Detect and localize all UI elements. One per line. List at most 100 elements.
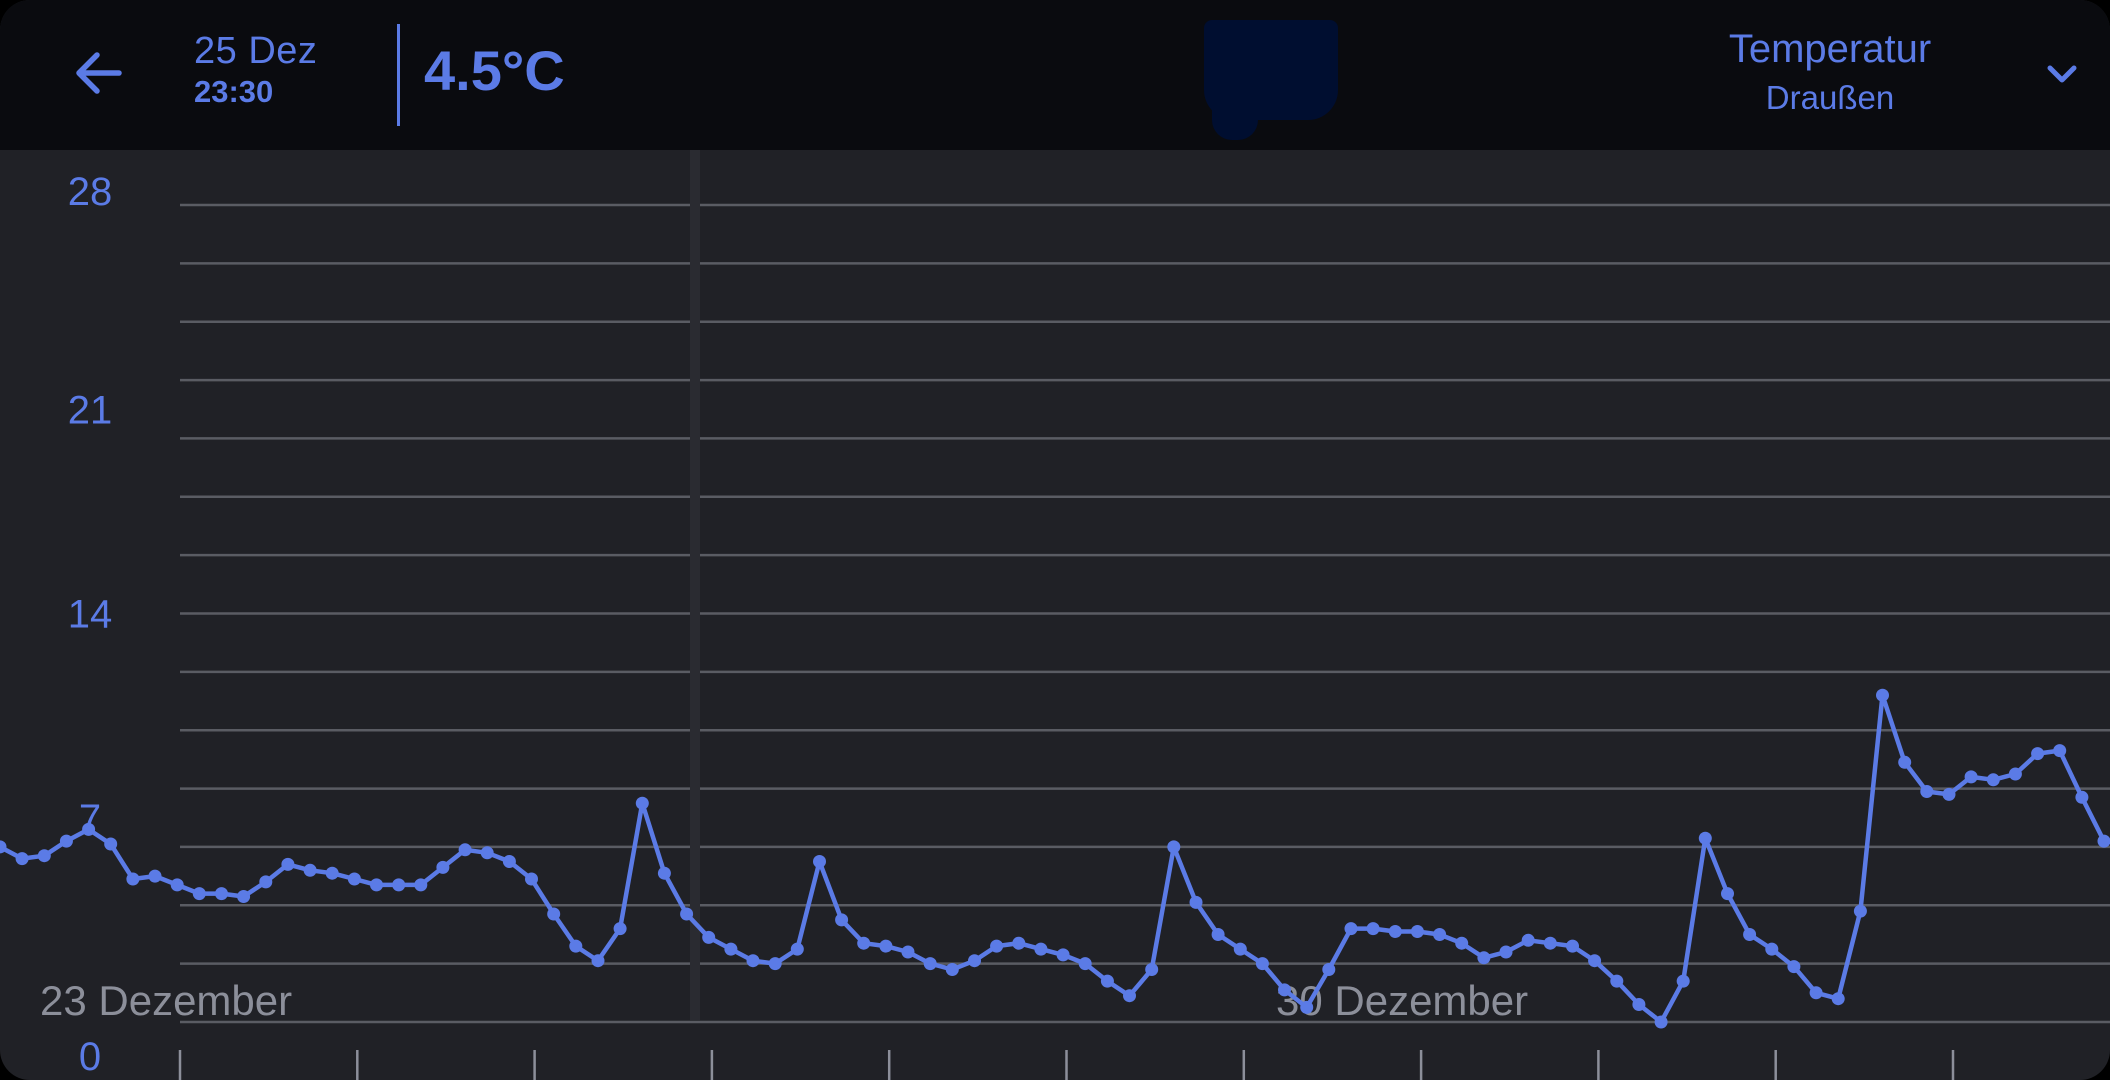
- data-point: [104, 837, 118, 851]
- data-point: [170, 878, 184, 892]
- data-point: [1167, 840, 1181, 854]
- data-point: [148, 869, 162, 883]
- data-point: [1366, 922, 1380, 936]
- data-point: [281, 857, 295, 871]
- data-point: [1455, 936, 1469, 950]
- y-tick-label: 21: [68, 388, 113, 432]
- data-point: [1898, 755, 1912, 769]
- series-points: [0, 688, 2110, 1029]
- data-point: [746, 954, 760, 968]
- header-bar: 25 Dez 23:30 4.5°C Temperatur Draußen: [0, 0, 2110, 150]
- data-point: [458, 843, 472, 857]
- current-temperature-value: 4.5°C: [424, 39, 565, 102]
- data-point: [547, 907, 561, 921]
- data-point: [1255, 957, 1269, 971]
- data-point: [1654, 1015, 1668, 1029]
- data-point: [613, 922, 627, 936]
- x-date-label: 30 Dezember: [1276, 977, 1528, 1024]
- sensor-title: Temperatur: [1728, 27, 1932, 71]
- data-point: [192, 887, 206, 901]
- data-point: [1610, 974, 1624, 988]
- data-point: [923, 957, 937, 971]
- data-point: [1499, 945, 1513, 959]
- data-point: [1787, 960, 1801, 974]
- camera-notch: [1204, 20, 1338, 120]
- data-point: [392, 878, 406, 892]
- arrow-left-icon: [76, 52, 122, 94]
- header-divider: [397, 24, 400, 126]
- data-point: [1078, 957, 1092, 971]
- data-point: [1278, 983, 1291, 997]
- data-point: [2031, 747, 2045, 761]
- x-axis: 23 Dezember 30 Dezember: [40, 977, 1955, 1080]
- sensor-dropdown[interactable]: Temperatur Draußen: [1680, 22, 2100, 130]
- data-point: [1543, 936, 1557, 950]
- data-point: [1566, 939, 1579, 953]
- data-point: [1233, 942, 1247, 956]
- data-point: [126, 872, 140, 886]
- chart-grid: [180, 203, 2110, 1024]
- selected-date: 25 Dez: [194, 30, 318, 72]
- data-point: [1034, 942, 1048, 956]
- data-point: [680, 907, 694, 921]
- data-point: [259, 875, 273, 889]
- data-point: [1410, 925, 1424, 938]
- data-point: [591, 954, 605, 968]
- selected-time-marker: [690, 150, 700, 1020]
- data-point: [0, 840, 7, 854]
- data-point: [990, 939, 1004, 953]
- data-point: [1100, 974, 1114, 988]
- data-point: [1831, 992, 1845, 1006]
- data-point: [1477, 951, 1491, 965]
- data-point: [1743, 928, 1757, 941]
- data-point: [1942, 787, 1956, 801]
- data-point: [303, 863, 317, 877]
- data-point: [347, 872, 361, 886]
- data-point: [1189, 895, 1203, 909]
- data-point: [1322, 963, 1336, 976]
- data-point: [436, 860, 450, 874]
- data-point: [945, 963, 959, 976]
- data-point: [879, 939, 893, 953]
- data-point: [502, 855, 516, 868]
- data-point: [1986, 773, 2000, 787]
- data-point: [1433, 928, 1447, 941]
- data-point: [813, 855, 826, 868]
- data-point: [59, 834, 73, 848]
- data-point: [857, 936, 871, 950]
- data-point: [1676, 974, 1690, 988]
- y-tick-label: 14: [68, 593, 113, 637]
- data-point: [37, 849, 51, 863]
- data-point: [1521, 933, 1535, 947]
- data-point: [1145, 963, 1159, 976]
- data-point: [414, 878, 428, 892]
- chevron-down-icon: [2047, 65, 2077, 83]
- data-point: [1344, 922, 1358, 936]
- data-point: [1588, 954, 1602, 968]
- data-point: [1123, 989, 1136, 1003]
- data-point: [1632, 998, 1646, 1011]
- data-point: [635, 796, 649, 810]
- data-point: [525, 872, 538, 886]
- data-point: [215, 887, 228, 901]
- data-point: [1920, 785, 1934, 798]
- data-point: [569, 939, 583, 953]
- data-point: [1698, 831, 1712, 845]
- data-point: [1964, 770, 1978, 784]
- data-point: [2097, 834, 2110, 848]
- data-point: [1765, 942, 1779, 956]
- series-line: [0, 692, 2107, 1025]
- data-point: [1300, 1000, 1314, 1014]
- data-point: [237, 890, 251, 903]
- data-point: [1876, 688, 1889, 702]
- data-point: [370, 878, 383, 892]
- data-point: [724, 942, 738, 956]
- data-point: [1853, 904, 1867, 918]
- x-date-label: 23 Dezember: [40, 977, 292, 1024]
- data-point: [702, 930, 716, 944]
- back-button[interactable]: [62, 38, 136, 108]
- data-point: [1721, 887, 1734, 901]
- data-point: [2075, 790, 2089, 804]
